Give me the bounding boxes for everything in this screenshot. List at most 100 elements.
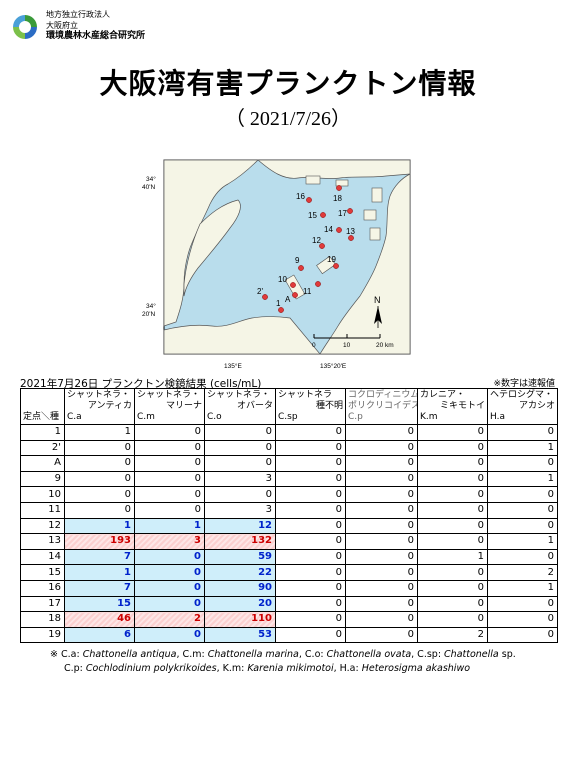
station-18-marker (336, 185, 342, 191)
value-cell: 0 (134, 501, 205, 519)
species-header-n1: シャットネラ・ (67, 390, 131, 400)
species-header-n1: ヘテロシグマ・ (490, 390, 554, 400)
value-cell: 0 (204, 439, 276, 457)
value-cell: 0 (275, 517, 346, 535)
north-label: N (374, 295, 381, 305)
station-1-marker (278, 307, 284, 313)
page-title: 大阪湾有害プランクトン情報 (99, 67, 477, 100)
value-cell: 0 (64, 470, 135, 488)
value-cell: 0 (64, 455, 135, 472)
value-cell: 0 (134, 579, 205, 597)
station-19-label: 19 (327, 255, 336, 264)
value-cell: 0 (487, 455, 558, 472)
species-code: , C.m: (176, 649, 208, 660)
value-cell: 6 (64, 626, 135, 644)
lon-label-right: 135°20'E (320, 362, 347, 370)
station-17-marker (347, 208, 353, 214)
species-header-code: K.m (420, 412, 438, 422)
station-15-marker (320, 212, 326, 218)
table-row: 10 0 0 0 0 0 0 0 (20, 486, 558, 503)
species-name: Cochlodinium polykrikoides (85, 663, 217, 674)
station-2prime-label: 2' (257, 287, 263, 296)
station-13-marker (348, 235, 354, 241)
report-date: （ 2021/7/26） (224, 108, 352, 130)
species-code: , H.a: (333, 663, 362, 674)
species-name: Heterosigma akashiwo (361, 663, 471, 674)
value-cell: 0 (417, 424, 488, 441)
table-row: 13 193 3 132 0 0 0 1 (20, 533, 558, 550)
value-cell: 7 (64, 579, 135, 597)
species-header-n1: カレニア・ (420, 390, 466, 400)
value-cell: 0 (275, 595, 346, 613)
value-cell: 0 (275, 611, 346, 628)
value-cell: 0 (417, 517, 488, 535)
station-13-label: 13 (346, 227, 355, 236)
value-cell: 0 (345, 579, 418, 597)
value-cell: 59 (204, 548, 276, 566)
value-cell: 1 (64, 517, 135, 535)
station-cell: 12 (20, 517, 65, 535)
scale-label-20: 20 km (376, 342, 394, 349)
species-header-n1: コクロディニウム・ (348, 390, 417, 400)
value-cell: 20 (204, 595, 276, 613)
value-cell: 193 (64, 533, 135, 550)
value-cell: 1 (487, 470, 558, 488)
value-cell: 0 (134, 548, 205, 566)
station-1-label: 1 (276, 299, 281, 308)
station-markers: 16 18 15 17 14 13 12 9 19 10 11 2' A (257, 185, 355, 313)
value-cell: 0 (134, 424, 205, 441)
species-header-n2: ミキモトイ (439, 401, 485, 411)
value-cell: 46 (64, 611, 135, 628)
value-cell: 2 (134, 611, 205, 628)
value-cell: 1 (417, 548, 488, 566)
table-row: 2' 0 0 0 0 0 0 1 (20, 439, 558, 457)
value-cell: 0 (345, 548, 418, 566)
value-cell: 0 (204, 486, 276, 503)
value-cell: 0 (134, 439, 205, 457)
value-cell: 7 (64, 548, 135, 566)
value-cell: 90 (204, 579, 276, 597)
value-cell: 132 (204, 533, 276, 550)
value-cell: 0 (345, 533, 418, 550)
footnote: ※ C.a: Chattonella antiqua, C.m: Chatton… (50, 648, 516, 676)
species-header-code: C.sp (278, 412, 298, 422)
org-line-3: 環境農林水産総合研究所 (46, 31, 146, 41)
station-cell: 1 (20, 424, 65, 441)
species-header-n2: 種不明 (315, 401, 343, 411)
station-12-marker (319, 243, 325, 249)
value-cell: 0 (64, 501, 135, 519)
table-row: 17 15 0 20 0 0 0 0 (20, 595, 558, 613)
species-column-header: シャットネラ 種不明 C.sp (275, 388, 346, 425)
value-cell: 3 (204, 470, 276, 488)
station-10-marker (290, 282, 296, 288)
value-cell: 0 (134, 564, 205, 581)
value-cell: 0 (275, 439, 346, 457)
value-cell: 3 (134, 533, 205, 550)
value-cell: 0 (487, 486, 558, 503)
station-cell: 2' (20, 439, 65, 457)
station-cell: 13 (20, 533, 65, 550)
station-cell: 17 (20, 595, 65, 613)
species-column-header: カレニア・ ミキモトイ K.m (417, 388, 488, 425)
station-10-label: 10 (278, 275, 287, 284)
station-17-label: 17 (338, 209, 347, 218)
species-name: Chattonella ovata (326, 649, 412, 660)
station-15-label: 15 (308, 211, 317, 220)
footnote-line-2: C.p: Cochlodinium polykrikoides, K.m: Ka… (50, 662, 516, 676)
species-name: Chattonella (444, 649, 499, 660)
value-cell: 1 (134, 517, 205, 535)
value-cell: 0 (345, 470, 418, 488)
species-name: Chattonella marina (207, 649, 299, 660)
value-cell: 0 (64, 486, 135, 503)
lat-label-top: 34° 40'N (142, 175, 156, 191)
table-row: 14 7 0 59 0 0 1 0 (20, 548, 558, 566)
value-cell: 22 (204, 564, 276, 581)
value-cell: 0 (275, 579, 346, 597)
value-cell: 0 (275, 533, 346, 550)
footnote-mark: ※ (50, 649, 58, 660)
value-cell: 0 (487, 501, 558, 519)
value-cell: 0 (417, 579, 488, 597)
species-name: Chattonella antiqua (82, 649, 177, 660)
plankton-results-table: 定点＼種 シャットネラ・ アンティカ C.a シャットネラ・ マリーナ C.m シャットネラ・… (20, 388, 558, 644)
